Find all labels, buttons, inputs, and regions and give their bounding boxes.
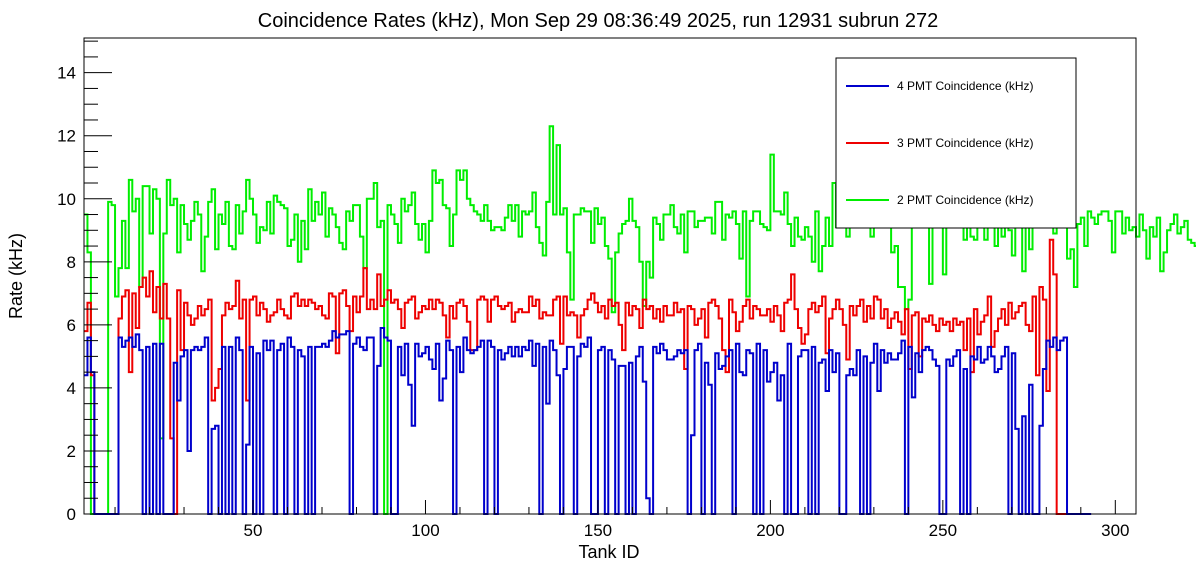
y-tick-label: 10 (57, 190, 76, 209)
x-tick-label: 300 (1101, 521, 1129, 540)
y-tick-label: 6 (67, 316, 76, 335)
plot-frame (83, 37, 1137, 515)
x-tick-label: 200 (756, 521, 784, 540)
y-axis-label: Rate (kHz) (6, 233, 26, 319)
y-tick-label: 12 (57, 127, 76, 146)
legend-label-4pmt: 4 PMT Coincidence (kHz) (897, 79, 1034, 93)
legend-label-3pmt: 3 PMT Coincidence (kHz) (897, 136, 1034, 150)
x-tick-label: 250 (929, 521, 957, 540)
y-tick-label: 4 (67, 379, 76, 398)
x-tick-label: 150 (584, 521, 612, 540)
y-tick-label: 8 (67, 253, 76, 272)
x-axis-label: Tank ID (578, 542, 639, 562)
y-axis: 0 2 4 6 8 10 12 14 (57, 40, 112, 524)
y-tick-label: 14 (57, 64, 76, 83)
legend: 4 PMT Coincidence (kHz) 3 PMT Coincidenc… (835, 57, 1077, 229)
x-tick-label: 100 (411, 521, 439, 540)
y-tick-label: 2 (67, 442, 76, 461)
y-tick-label: 0 (67, 505, 76, 524)
x-axis: 50 100 150 200 250 300 (114, 500, 1129, 540)
series-line-1 (84, 238, 1081, 515)
x-tick-label: 50 (244, 521, 263, 540)
series-line-0 (84, 327, 1092, 515)
chart-title: Coincidence Rates (kHz), Mon Sep 29 08:3… (258, 10, 938, 32)
legend-label-2pmt: 2 PMT Coincidence (kHz) (897, 193, 1034, 207)
series-line-2 (84, 125, 1196, 515)
plot-series (84, 125, 1196, 515)
